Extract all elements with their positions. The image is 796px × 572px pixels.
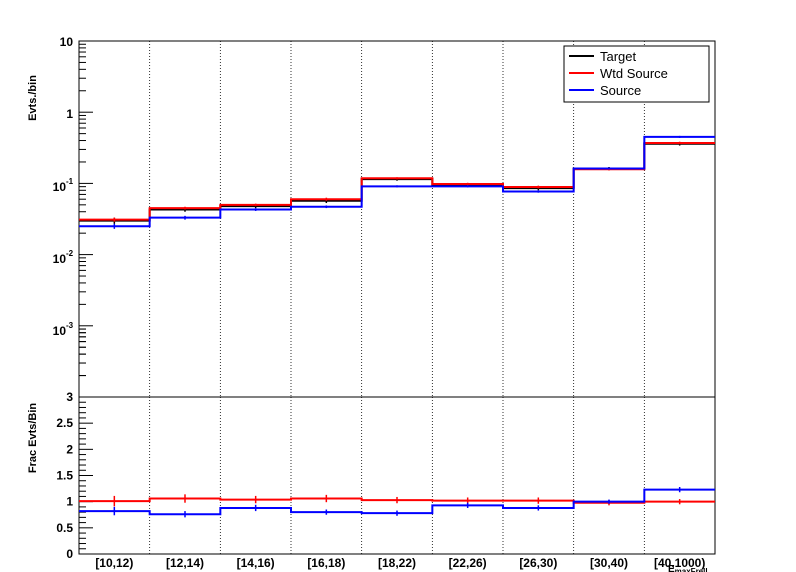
bottom-y-tick-label: 2 [66,442,73,456]
bottom-y-tick-label: 0 [66,547,73,561]
top-series-group [79,135,715,229]
legend-label-source: Source [600,83,641,98]
series-step-line [79,135,715,228]
bottom-y-tick-label: 2.5 [56,416,73,430]
x-axis-title-main: E [668,564,675,572]
y-tick-10: 10 [60,35,74,49]
y-tick-0.001: 10 [53,324,67,338]
y-tick-0.01-exp: -2 [66,249,74,258]
legend-label-target: Target [600,49,637,64]
x-category-label: [22,26) [449,556,487,570]
series-source [79,135,715,229]
x-category-label: [26,30) [519,556,557,570]
series-step-line [79,142,715,222]
x-category-labels: [10,12) [12,14) [14,16) [16,18) [18,22) [22,2… [95,556,705,570]
x-axis-title-sub: maxFrell [675,567,708,572]
bottom-y-tick-label: 1 [66,495,73,509]
x-axis-title: EmaxFrell [668,564,708,572]
top-y-axis-title: Evts./bin [27,75,39,121]
legend-label-wtd-source: Wtd Source [600,66,668,81]
y-tick-0.1: 10 [53,180,67,194]
y-tick-0.1-exp: -1 [66,177,74,186]
series-wtd-source [79,494,715,507]
x-category-label: [16,18) [307,556,345,570]
bottom-grid-lines [149,397,645,554]
series-source [79,487,715,518]
bottom-y-tick-label: 1.5 [56,469,73,483]
top-y-axis-ticks [79,40,93,398]
x-category-label: [12,14) [166,556,204,570]
x-category-label: [10,12) [95,556,133,570]
series-target [79,142,715,224]
y-tick-1: 1 [66,107,73,121]
bottom-plot-frame [78,396,716,555]
y-tick-0.01: 10 [53,252,67,266]
y-tick-0.001-exp: -3 [66,321,74,330]
x-category-label: [40,1000) [654,556,705,570]
bottom-y-axis-ticks [79,396,93,555]
bottom-series-group [79,487,715,518]
series-step-line [79,141,715,221]
bottom-y-tick-label: 0.5 [56,521,73,535]
legend: Target Wtd Source Source [563,45,710,103]
bottom-y-tick-label: 3 [66,390,73,404]
bottom-y-axis-title: Frac Evts/Bin [27,403,39,474]
x-category-label: [18,22) [378,556,416,570]
x-category-label: [30,40) [590,556,628,570]
series-step-line [79,497,715,504]
x-category-label: [14,16) [237,556,275,570]
